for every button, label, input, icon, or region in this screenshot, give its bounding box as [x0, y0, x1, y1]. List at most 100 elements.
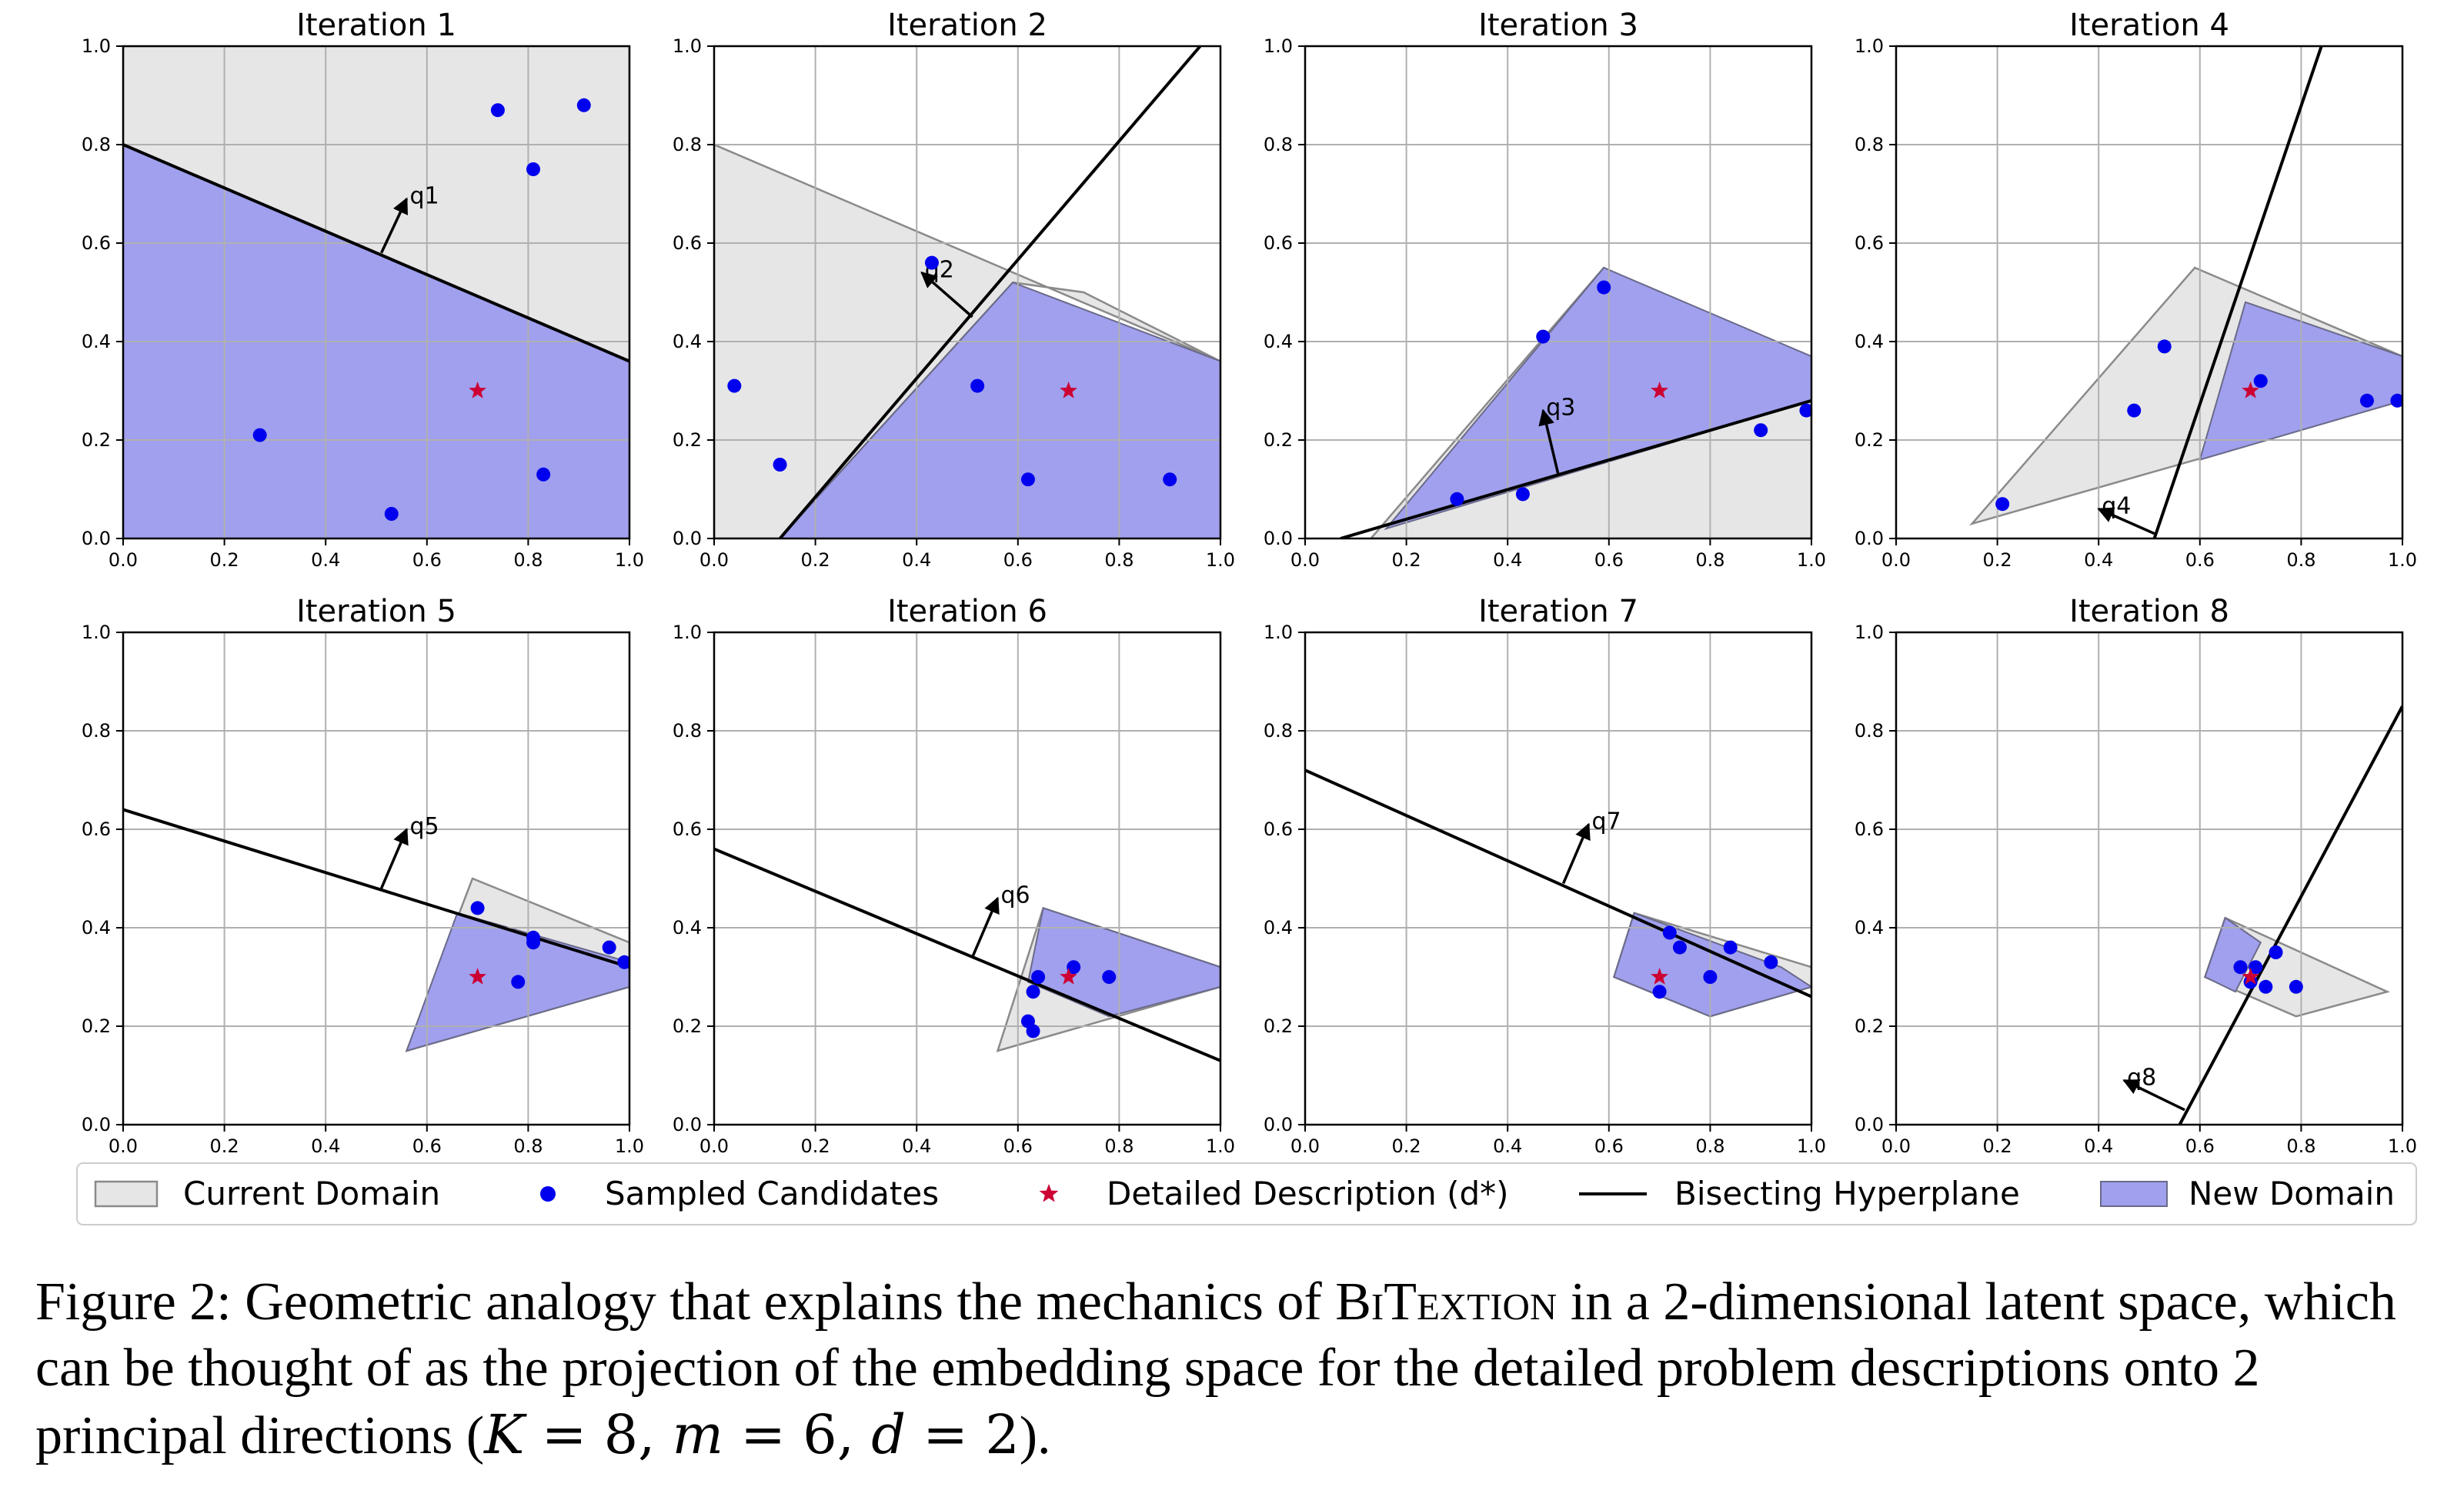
- panel-iteration-1: q1 0.00.0 0.2 0.2 0.4 0.4 0.6 0.6 0.8 0.8 1.0 1.0 It…: [82, 8, 644, 571]
- sampled-candidate-point: [1995, 497, 2010, 512]
- sampled-candidate-point: [1672, 940, 1687, 955]
- plot-frame: [1895, 45, 2404, 540]
- x-tick-label: 0.0: [1881, 549, 1911, 571]
- x-tick-label: 1.0: [1797, 549, 1826, 571]
- plot-content: q4: [1896, 46, 2402, 538]
- detailed-description-star: [469, 382, 486, 398]
- sampled-candidate-point: [1799, 403, 1811, 418]
- sampled-candidate-point: [924, 255, 939, 270]
- sampled-candidate-point: [1026, 985, 1040, 999]
- sampled-candidate-point: [252, 428, 267, 442]
- x-tick-label: 0.6: [1594, 1135, 1624, 1157]
- x-tick-label: 0.6: [1594, 549, 1624, 571]
- plot-content: q6: [714, 632, 1220, 1125]
- y-tick-label: 0.2: [1264, 429, 1293, 451]
- sampled-candidate-point: [1703, 970, 1718, 984]
- legend-label-sampled-candidates: Sampled Candidates: [605, 1175, 939, 1212]
- sampled-candidate-point: [1723, 940, 1738, 955]
- bisecting-hyperplane-line: [123, 143, 629, 363]
- sampled-candidate-point: [2253, 374, 2268, 388]
- x-tick-label: 0.4: [311, 549, 340, 571]
- x-tick-label: 0.0: [1881, 1135, 1911, 1157]
- sampled-candidate-point: [2390, 393, 2402, 408]
- x-tick-label: 0.6: [412, 1135, 442, 1157]
- panel-title: Iteration 1: [296, 8, 456, 43]
- panel-title: Iteration 4: [2069, 8, 2229, 43]
- y-tick-label: 0.6: [82, 232, 111, 254]
- panel-title: Iteration 8: [2069, 594, 2229, 629]
- sampled-candidate-point: [2269, 945, 2283, 959]
- arrow-label: q4: [2102, 493, 2131, 520]
- x-tick-label: 0.2: [210, 1135, 239, 1157]
- sampled-candidate-point: [727, 378, 742, 393]
- legend-swatch-detailed-description: [1039, 1184, 1059, 1202]
- y-tick-label: 0.4: [673, 331, 702, 352]
- normal-arrow: [2097, 507, 2155, 535]
- arrow-label: q5: [409, 813, 439, 840]
- plot-content: q2: [714, 46, 1220, 538]
- sampled-candidate-point: [602, 940, 616, 955]
- x-tick-label: 0.4: [1493, 549, 1522, 571]
- caption-k-val: = 8,: [524, 1403, 673, 1466]
- sampled-candidate-point: [1662, 925, 1677, 940]
- plot-background: [1305, 632, 1811, 1125]
- panel-title: Iteration 3: [1478, 8, 1638, 43]
- x-tick-label: 0.8: [513, 549, 543, 571]
- caption-suffix: in a 2-dimensional latent space, which c…: [35, 1272, 2396, 1465]
- x-tick-label: 0.4: [311, 1135, 340, 1157]
- x-tick-label: 0.8: [2286, 549, 2315, 571]
- y-tick-label: 0.8: [673, 720, 702, 742]
- y-tick-label: 0.0: [1855, 528, 1884, 549]
- caption-math: K = 8, m = 6, d = 2: [484, 1403, 1020, 1466]
- panel-iteration-4: q4 0.00.0 0.2 0.2 0.4 0.4 0.6 0.6 0.8 0.8 1.0 1.0 It…: [1855, 8, 2417, 571]
- y-tick-label: 0.8: [1264, 134, 1293, 155]
- arrow-label: q8: [2127, 1064, 2156, 1091]
- x-tick-label: 0.8: [2286, 1135, 2315, 1157]
- new-domain-region: [1384, 266, 1811, 531]
- y-tick-label: 0.6: [673, 819, 702, 840]
- legend-label-current-domain: Current Domain: [183, 1175, 440, 1212]
- new-domain-region: [1027, 907, 1220, 1018]
- plot-frame: [122, 45, 631, 540]
- sampled-candidate-point: [1597, 280, 1611, 295]
- y-tick-label: 1.0: [82, 35, 111, 57]
- caption-d-val: = 2: [906, 1403, 1020, 1466]
- x-tick-label: 1.0: [2388, 1135, 2417, 1157]
- y-tick-label: 0.4: [1855, 331, 1884, 352]
- legend-swatch-new-domain: [2100, 1181, 2168, 1207]
- y-tick-label: 0.0: [1264, 528, 1293, 549]
- sampled-candidate-point: [773, 458, 787, 472]
- normal-arrow: [379, 197, 409, 254]
- sampled-candidate-point: [1754, 423, 1768, 438]
- y-tick-label: 1.0: [673, 622, 702, 643]
- sampled-candidate-point: [1067, 960, 1081, 975]
- sampled-candidate-point: [2157, 339, 2172, 354]
- x-tick-label: 0.2: [210, 549, 239, 571]
- plot-content: q7: [1305, 632, 1811, 1125]
- y-tick-label: 1.0: [1855, 35, 1884, 57]
- x-tick-label: 0.6: [1003, 549, 1033, 571]
- bisecting-hyperplane-line: [2178, 705, 2402, 1125]
- legend-frame: [76, 1162, 2417, 1225]
- normal-arrow: [1561, 822, 1591, 885]
- x-tick-label: 0.8: [513, 1135, 543, 1157]
- y-tick-label: 0.4: [673, 917, 702, 939]
- sampled-candidate-point: [511, 975, 526, 989]
- x-tick-label: 0.0: [699, 549, 729, 571]
- x-tick-label: 0.4: [902, 1135, 931, 1157]
- detailed-description-star: [1651, 382, 1668, 398]
- normal-arrow: [1538, 408, 1560, 475]
- y-tick-label: 1.0: [1855, 622, 1884, 643]
- new-domain-region: [2204, 916, 2262, 993]
- sampled-candidate-point: [576, 98, 591, 112]
- x-tick-label: 0.6: [2185, 1135, 2215, 1157]
- detailed-description-star: [1060, 968, 1077, 985]
- y-tick-label: 0.0: [1264, 1114, 1293, 1135]
- x-tick-label: 0.0: [699, 1135, 729, 1157]
- detailed-description-star: [2242, 968, 2259, 985]
- sampled-candidate-point: [1536, 329, 1551, 344]
- y-tick-label: 0.6: [1264, 232, 1293, 254]
- y-tick-label: 0.6: [1855, 232, 1884, 254]
- bisecting-hyperplane-line: [779, 46, 1202, 538]
